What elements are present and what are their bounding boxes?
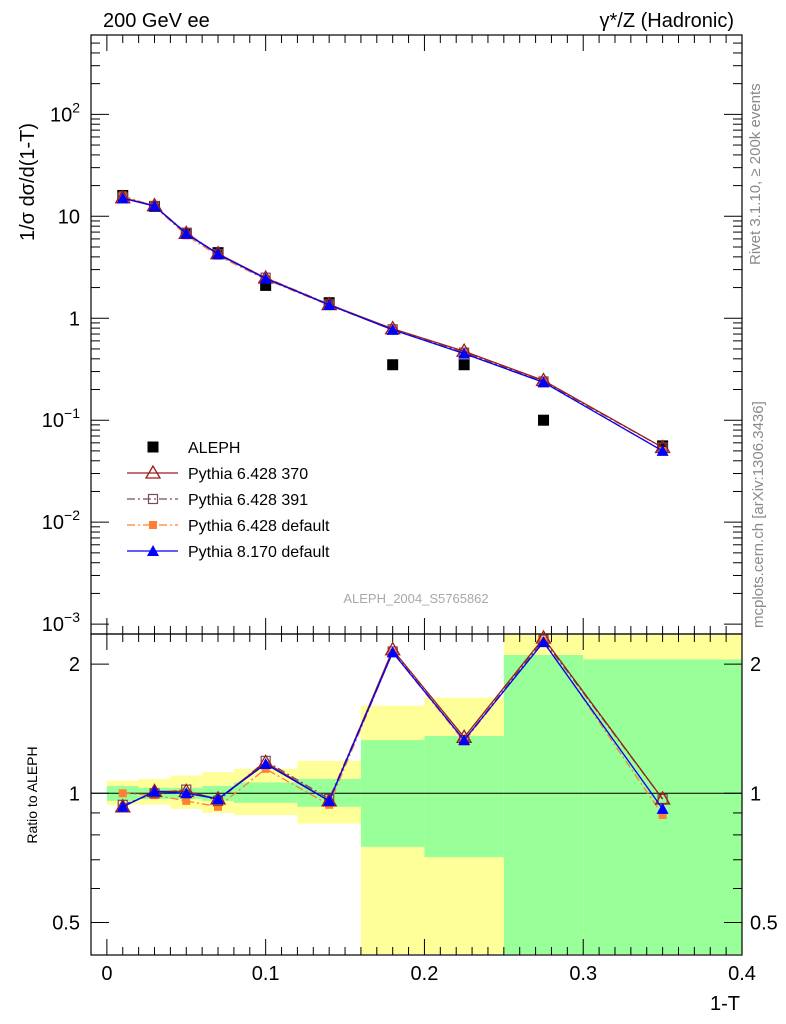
main-data-point — [458, 359, 470, 371]
x-axis-label: 1-T — [710, 993, 740, 1015]
ratio-y-tick-label: 2 — [750, 654, 761, 676]
y-tick-label: 10−2 — [42, 507, 80, 534]
ratio-p8_default-point — [116, 800, 129, 812]
ratio-y-tick-label: 0.5 — [52, 912, 80, 934]
x-tick-label: 0.4 — [728, 963, 756, 985]
ratio-p8_default-point — [537, 636, 550, 648]
ratio-p6_default-point — [182, 796, 191, 805]
legend-label: ALEPH — [188, 440, 240, 457]
legend-marker — [147, 493, 159, 505]
y-tick-label: 102 — [50, 99, 80, 126]
x-tick-label: 0.2 — [411, 963, 439, 985]
ratio-p6_370-line — [122, 636, 664, 808]
x-tick-label: 0.1 — [252, 963, 280, 985]
ratio-p8_default-point — [148, 785, 161, 797]
y-tick-label: 1 — [69, 308, 80, 330]
ratio-frame — [90, 633, 743, 956]
ratio-p6_default-point — [658, 811, 667, 820]
header-left: 200 GeV ee — [103, 10, 210, 32]
ratio-p8_default-point — [656, 802, 669, 814]
x-tick-label: 0.3 — [569, 963, 597, 985]
ratio-p8_default-line — [122, 641, 664, 810]
main-p8_default-point — [259, 272, 272, 284]
main-p8_default-point — [148, 200, 161, 212]
main-p6_default-line — [122, 194, 663, 452]
main-p8_default-point — [323, 298, 336, 310]
ratio-p8_default-point — [212, 792, 225, 804]
legend-label: Pythia 6.428 default — [188, 518, 330, 535]
y-tick-label: 10−3 — [42, 609, 80, 636]
ratio-p6_default-point — [118, 789, 127, 798]
ratio-y-tick-label: 1 — [69, 783, 80, 805]
header-right: γ*/Z (Hadronic) — [600, 10, 734, 32]
y-tick-label: 10 — [58, 206, 80, 228]
legend: ALEPH Pythia 6.428 370 Pythia 6.428 391 Pyt… — [127, 440, 330, 561]
main-data-point — [387, 359, 399, 371]
ratio-p8_default-point — [323, 794, 336, 806]
ratio-panel: 0 0.1 0.2 0.3 0.4 0.5 0.5 1 1 2 2 — [52, 629, 778, 985]
side-label-rivet: Rivet 3.1.10, ≥ 200k events — [747, 83, 764, 265]
ratio-y-tick-label: 1 — [750, 783, 761, 805]
main-p8_default-line — [122, 197, 663, 452]
ratio-p8_default-point — [180, 787, 193, 799]
ratio-p6_default-point — [214, 802, 223, 811]
legend-label: Pythia 6.428 391 — [188, 492, 308, 509]
main-panel: 10−3 10−2 10−1 1 10 102 — [42, 34, 743, 636]
ratio-p8_default-point — [259, 758, 272, 770]
main-p8_default-point — [537, 376, 550, 388]
legend-marker — [144, 464, 162, 479]
main-p8_default-point — [656, 444, 669, 456]
main-p8_default-point — [458, 347, 471, 359]
main-p8_default-point — [386, 323, 399, 335]
x-tick-label: 0 — [101, 963, 112, 985]
legend-marker — [147, 441, 159, 453]
ratio-p8_default-point — [386, 646, 399, 658]
ratio-inner-band — [503, 654, 584, 954]
ratio-inner-band — [233, 782, 298, 803]
ratio-y-tick-label: 0.5 — [750, 912, 778, 934]
legend-marker — [149, 521, 157, 529]
legend-label: Pythia 8.170 default — [188, 544, 330, 561]
ratio-y-axis-label: Ratio to ALEPH — [24, 746, 40, 843]
main-p8_default-point — [116, 192, 129, 204]
ratio-y-tick-label: 2 — [69, 654, 80, 676]
main-data-point — [260, 279, 272, 291]
main-data-point — [538, 414, 550, 426]
main-y-axis-label: 1/σ dσ/d(1-T) — [17, 123, 39, 241]
y-tick-label: 10−1 — [42, 405, 80, 432]
ratio-inner-band — [424, 735, 504, 858]
legend-label: Pythia 6.428 370 — [188, 466, 308, 483]
ratio-p8_default-point — [458, 734, 471, 746]
main-p8_default-point — [180, 227, 193, 239]
main-p8_default-point — [212, 248, 225, 260]
watermark: ALEPH_2004_S5765862 — [343, 591, 488, 606]
legend-marker — [147, 545, 159, 556]
side-label-mcplots: mcplots.cern.ch [arXiv:1306.3436] — [750, 401, 767, 628]
ratio-p6_default-line — [122, 639, 664, 816]
